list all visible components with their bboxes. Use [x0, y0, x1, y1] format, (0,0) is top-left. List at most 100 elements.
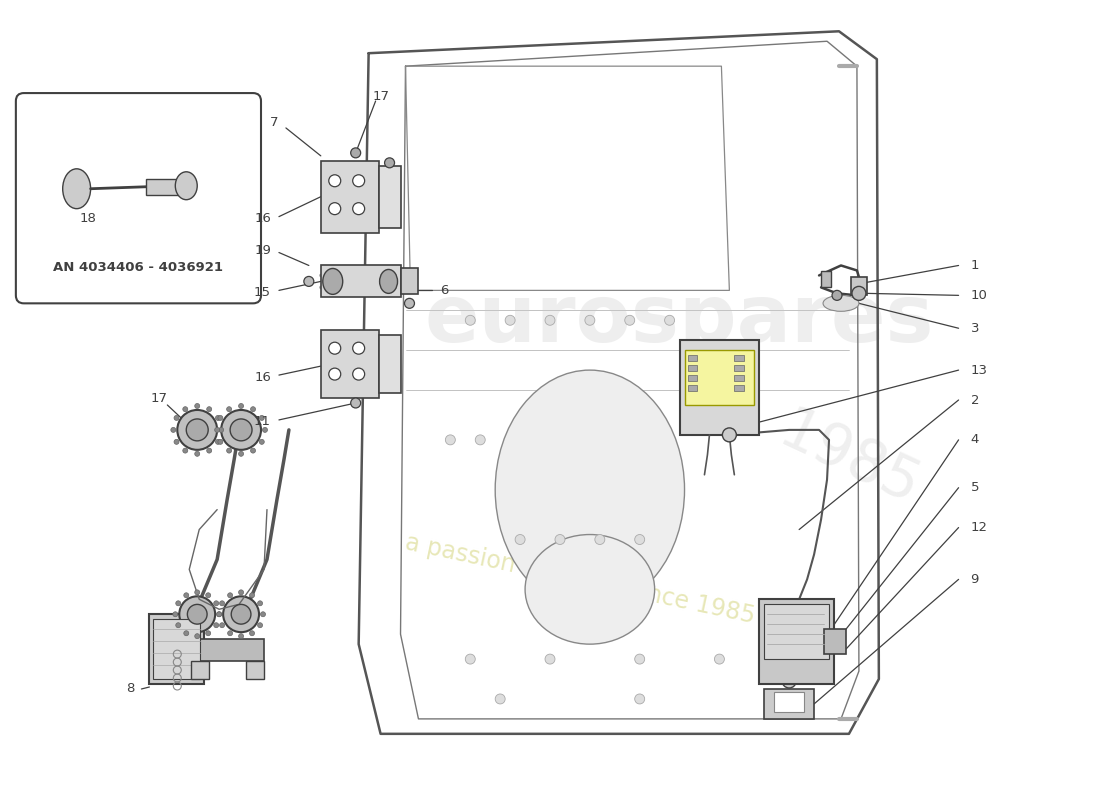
- Bar: [684, 350, 755, 405]
- Text: 9: 9: [970, 573, 979, 586]
- Circle shape: [239, 403, 243, 409]
- Bar: [821, 271, 830, 287]
- Circle shape: [221, 410, 261, 450]
- Circle shape: [213, 622, 219, 628]
- Text: 19: 19: [254, 244, 271, 257]
- Circle shape: [784, 654, 794, 664]
- Circle shape: [556, 534, 565, 545]
- Text: 7: 7: [270, 117, 278, 130]
- Text: 1: 1: [970, 259, 979, 272]
- Text: AN 4034406 - 4036921: AN 4034406 - 4036921: [54, 261, 223, 274]
- Circle shape: [329, 368, 341, 380]
- Text: 6: 6: [440, 284, 449, 297]
- Text: 4: 4: [970, 434, 979, 446]
- Circle shape: [635, 694, 645, 704]
- Circle shape: [239, 634, 243, 638]
- Circle shape: [184, 593, 189, 598]
- Circle shape: [625, 315, 635, 326]
- Bar: [321, 330, 378, 398]
- Ellipse shape: [175, 172, 197, 200]
- Circle shape: [219, 427, 223, 432]
- Bar: [400, 269, 418, 294]
- Circle shape: [723, 428, 736, 442]
- Bar: [688, 385, 697, 391]
- Text: a passion for parts since 1985: a passion for parts since 1985: [403, 530, 757, 628]
- Bar: [688, 375, 697, 381]
- Circle shape: [446, 435, 455, 445]
- Bar: [321, 161, 378, 233]
- Bar: [378, 335, 400, 393]
- Bar: [153, 619, 200, 679]
- Circle shape: [230, 419, 252, 441]
- Text: 17: 17: [372, 90, 389, 102]
- Circle shape: [206, 593, 211, 598]
- Bar: [321, 266, 400, 298]
- Circle shape: [851, 286, 866, 300]
- Circle shape: [206, 630, 211, 636]
- Circle shape: [177, 410, 217, 450]
- Circle shape: [465, 654, 475, 664]
- Text: 17: 17: [151, 391, 168, 405]
- Circle shape: [714, 654, 725, 664]
- Circle shape: [251, 406, 255, 412]
- Text: eurospares: eurospares: [425, 282, 934, 359]
- Circle shape: [544, 315, 556, 326]
- Circle shape: [250, 593, 254, 598]
- Bar: [688, 355, 697, 361]
- Circle shape: [214, 427, 220, 432]
- Bar: [150, 614, 205, 684]
- Circle shape: [495, 694, 505, 704]
- Circle shape: [207, 448, 211, 453]
- Circle shape: [176, 601, 180, 606]
- Text: 8: 8: [126, 682, 134, 695]
- Circle shape: [257, 622, 263, 628]
- Circle shape: [351, 148, 361, 158]
- Circle shape: [635, 654, 645, 664]
- Bar: [851, 278, 867, 295]
- Bar: [185, 639, 264, 661]
- Circle shape: [329, 202, 341, 214]
- Bar: [680, 340, 759, 435]
- Bar: [735, 365, 745, 371]
- Circle shape: [228, 630, 232, 636]
- Circle shape: [195, 403, 200, 409]
- Circle shape: [216, 415, 220, 421]
- Text: 16: 16: [254, 370, 271, 383]
- Bar: [735, 375, 745, 381]
- Circle shape: [405, 298, 415, 308]
- Circle shape: [385, 158, 395, 168]
- Circle shape: [183, 406, 188, 412]
- Circle shape: [515, 534, 525, 545]
- Text: 12: 12: [970, 521, 988, 534]
- Circle shape: [261, 612, 265, 617]
- Text: 5: 5: [970, 481, 979, 494]
- Ellipse shape: [379, 270, 397, 294]
- Circle shape: [263, 427, 267, 432]
- Circle shape: [174, 415, 179, 421]
- Bar: [146, 178, 178, 194]
- Ellipse shape: [322, 269, 343, 294]
- Circle shape: [231, 604, 251, 624]
- Text: 16: 16: [254, 212, 271, 225]
- Circle shape: [239, 590, 243, 595]
- FancyBboxPatch shape: [15, 93, 261, 303]
- Circle shape: [251, 448, 255, 453]
- Circle shape: [329, 342, 341, 354]
- Circle shape: [227, 406, 232, 412]
- Bar: [378, 166, 400, 228]
- Bar: [764, 604, 829, 659]
- Circle shape: [173, 612, 178, 617]
- Circle shape: [353, 174, 364, 186]
- Circle shape: [220, 601, 224, 606]
- Circle shape: [664, 315, 674, 326]
- Text: 15: 15: [254, 286, 271, 299]
- Circle shape: [782, 674, 796, 688]
- Bar: [764, 689, 814, 719]
- Circle shape: [304, 277, 313, 286]
- Circle shape: [195, 590, 200, 595]
- Bar: [735, 385, 745, 391]
- Bar: [688, 365, 697, 371]
- Circle shape: [353, 202, 364, 214]
- Circle shape: [217, 612, 221, 617]
- Bar: [191, 661, 209, 679]
